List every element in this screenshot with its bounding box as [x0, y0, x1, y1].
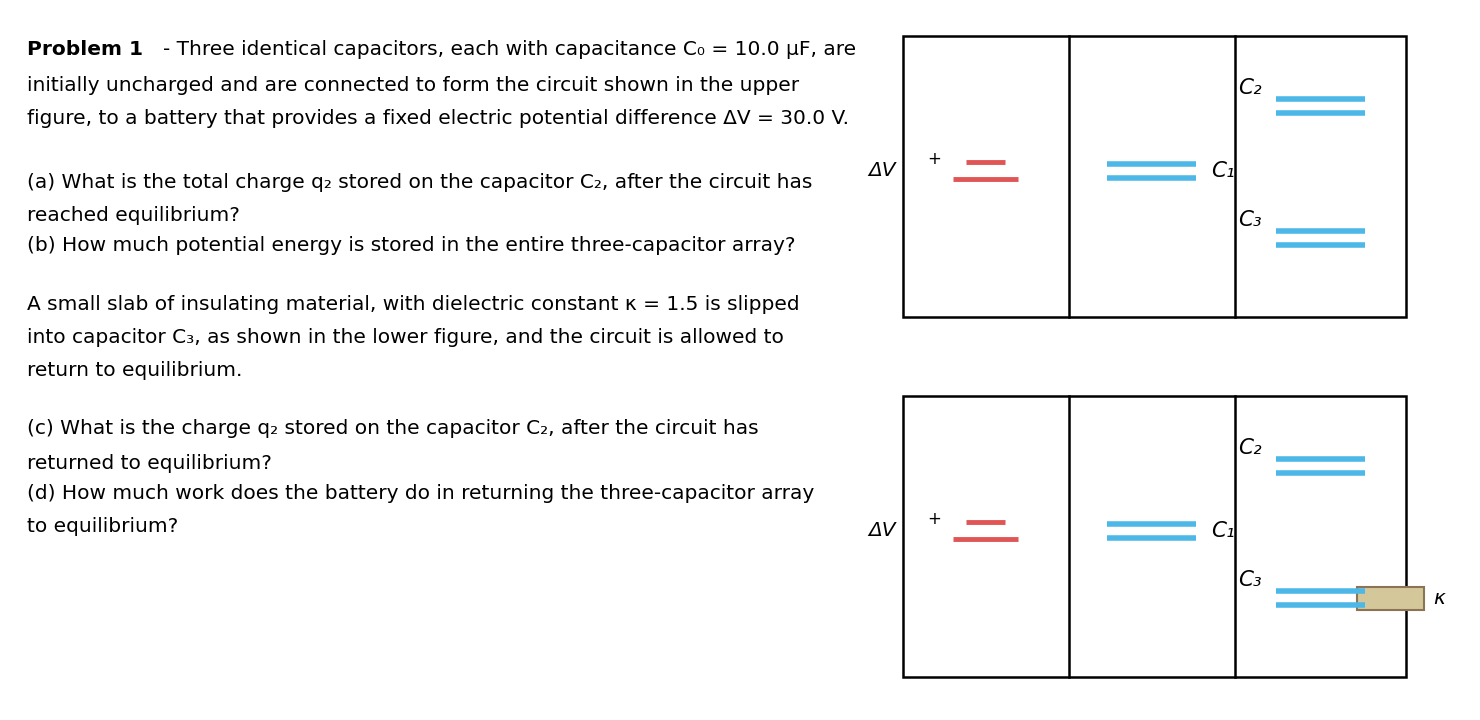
Text: return to equilibrium.: return to equilibrium. [27, 361, 243, 380]
Text: C₂: C₂ [1237, 438, 1261, 458]
Text: κ: κ [1433, 589, 1444, 608]
Text: C₂: C₂ [1237, 78, 1261, 98]
Text: C₃: C₃ [1237, 210, 1261, 230]
Text: - Three identical capacitors, each with capacitance C₀ = 10.0 μF, are: - Three identical capacitors, each with … [163, 40, 855, 58]
Text: +: + [928, 510, 941, 528]
Text: (d) How much work does the battery do in returning the three-capacitor array: (d) How much work does the battery do in… [27, 484, 814, 503]
Text: C₁: C₁ [1211, 161, 1234, 181]
Text: (c) What is the charge q₂ stored on the capacitor C₂, after the circuit has: (c) What is the charge q₂ stored on the … [27, 419, 758, 438]
Text: ΔV: ΔV [867, 161, 895, 180]
Bar [1357, 587, 1424, 610]
Text: (a) What is the total charge q₂ stored on the capacitor C₂, after the circuit ha: (a) What is the total charge q₂ stored o… [27, 173, 813, 192]
Text: returned to equilibrium?: returned to equilibrium? [27, 454, 271, 472]
Text: C₁: C₁ [1211, 521, 1234, 541]
Text: to equilibrium?: to equilibrium? [27, 517, 178, 536]
Text: figure, to a battery that provides a fixed electric potential difference ΔV = 30: figure, to a battery that provides a fix… [27, 109, 848, 128]
Text: into capacitor C₃, as shown in the lower figure, and the circuit is allowed to: into capacitor C₃, as shown in the lower… [27, 328, 783, 347]
Text: initially uncharged and are connected to form the circuit shown in the upper: initially uncharged and are connected to… [27, 76, 799, 94]
Text: Problem 1: Problem 1 [27, 40, 142, 58]
Text: (b) How much potential energy is stored in the entire three-capacitor array?: (b) How much potential energy is stored … [27, 236, 795, 255]
Text: A small slab of insulating material, with dielectric constant κ = 1.5 is slipped: A small slab of insulating material, wit… [27, 295, 799, 314]
Text: ΔV: ΔV [867, 521, 895, 540]
Text: +: + [928, 150, 941, 168]
Text: reached equilibrium?: reached equilibrium? [27, 206, 240, 225]
Text: C₃: C₃ [1237, 570, 1261, 590]
